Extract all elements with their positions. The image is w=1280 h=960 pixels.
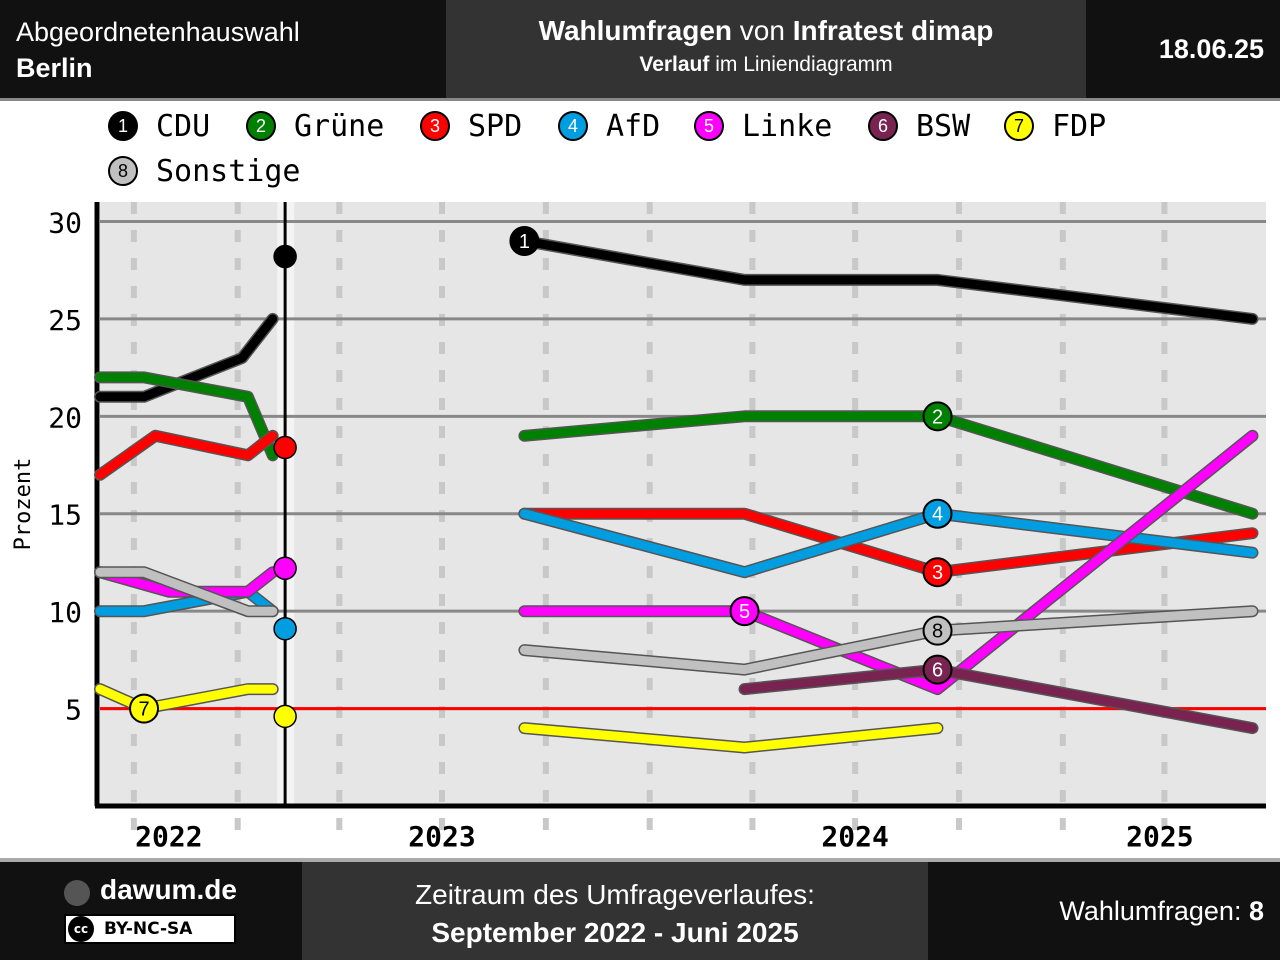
series-marker-label: 1 bbox=[519, 231, 530, 253]
legend-marker: 4 bbox=[558, 111, 588, 141]
election-result-linke bbox=[273, 556, 297, 581]
legend-item-cdu: 1 CDU bbox=[108, 104, 210, 148]
series-marker-label: 3 bbox=[932, 562, 943, 584]
legend-label: BSW bbox=[916, 108, 971, 144]
legend-label: Sonstige bbox=[156, 153, 301, 189]
legend-marker: 7 bbox=[1004, 111, 1034, 141]
legend-item-fdp: 7 FDP bbox=[1004, 104, 1106, 148]
series-marker-cdu bbox=[509, 225, 540, 256]
legend-marker: 8 bbox=[108, 156, 138, 186]
subtitle-part-2: im Liniendiagramm bbox=[709, 53, 893, 76]
y-axis-label: Prozent bbox=[11, 458, 36, 551]
series-marker-fdp bbox=[129, 693, 160, 724]
series-line-fdp bbox=[519, 723, 942, 752]
header-title-block: Wahlumfragen von Infratest dimap Verlauf… bbox=[446, 0, 1086, 98]
legend-label: Grüne bbox=[294, 108, 385, 144]
legend-item-bsw: 6 BSW bbox=[868, 104, 970, 148]
series-marker-sonstige bbox=[922, 615, 953, 646]
y-tick-label: 5 bbox=[65, 694, 82, 727]
election-result-fdp bbox=[273, 704, 297, 729]
y-tick-label: 30 bbox=[48, 206, 82, 239]
legend-label: SPD bbox=[468, 108, 523, 144]
legend-item-sonstige: 8 Sonstige bbox=[108, 149, 301, 193]
count-label: Wahlumfragen: bbox=[1059, 896, 1249, 926]
header-region: Abgeordnetenhauswahl Berlin bbox=[0, 0, 446, 98]
y-tick-label: 25 bbox=[48, 304, 82, 337]
legend-label: FDP bbox=[1052, 108, 1107, 144]
series-line-cdu bbox=[95, 314, 278, 402]
y-tick-label: 20 bbox=[48, 401, 82, 434]
title-part-2: von bbox=[732, 15, 793, 46]
legend-marker: 2 bbox=[246, 111, 276, 141]
series-marker-linke bbox=[729, 596, 760, 627]
series-marker-bsw bbox=[922, 654, 953, 685]
legend-marker: 3 bbox=[420, 111, 450, 141]
election-result-afd bbox=[273, 616, 297, 641]
series-marker-label: 5 bbox=[739, 601, 750, 623]
y-tick-label: 10 bbox=[48, 596, 82, 629]
x-tick-label: 2023 bbox=[408, 820, 475, 853]
series-line-sonstige bbox=[95, 567, 278, 616]
title-part-1: Wahlumfragen bbox=[538, 15, 732, 46]
series-marker-label: 8 bbox=[932, 621, 943, 643]
legend-item-afd: 4 AfD bbox=[558, 104, 660, 148]
legend-label: Linke bbox=[742, 108, 833, 144]
legend-label: AfD bbox=[606, 108, 661, 144]
footer-divider bbox=[0, 858, 1280, 862]
chart-title: Wahlumfragen von Infratest dimap bbox=[446, 14, 1086, 48]
license-text: BY-NC-SA bbox=[104, 919, 193, 939]
series-marker-grüne bbox=[922, 401, 953, 432]
series-marker-label: 6 bbox=[932, 660, 943, 682]
series-line-grüne bbox=[519, 411, 1257, 519]
legend-item-linke: 5 Linke bbox=[694, 104, 832, 148]
election-result-cdu bbox=[273, 244, 297, 269]
election-result-spd bbox=[273, 435, 297, 460]
legend-marker: 5 bbox=[694, 111, 724, 141]
footer-count-block: Wahlumfragen: 8 bbox=[928, 862, 1280, 960]
legend-marker: 1 bbox=[108, 111, 138, 141]
brand-name[interactable]: dawum.de bbox=[100, 874, 237, 905]
cc-icon: cc bbox=[68, 916, 94, 942]
region-name: Berlin bbox=[16, 53, 93, 83]
series-line-afd bbox=[95, 587, 278, 616]
footer-brand-block: dawum.de cc BY-NC-SA bbox=[0, 862, 302, 960]
y-tick-label: 15 bbox=[48, 499, 82, 532]
legend-item-grüne: 2 Grüne bbox=[246, 104, 384, 148]
legend-item-spd: 3 SPD bbox=[420, 104, 522, 148]
period-label: Zeitraum des Umfrageverlaufes: bbox=[415, 879, 815, 910]
series-marker-label: 2 bbox=[932, 406, 943, 428]
brand-logo-icon bbox=[64, 880, 90, 906]
subtitle-part-1: Verlauf bbox=[639, 53, 710, 76]
x-tick-label: 2024 bbox=[821, 820, 888, 853]
series-line-fdp bbox=[95, 684, 278, 714]
plot-background bbox=[100, 202, 1266, 806]
title-part-3: Infratest dimap bbox=[792, 15, 994, 46]
series-marker-label: 7 bbox=[138, 699, 149, 721]
x-tick-label: 2025 bbox=[1126, 820, 1193, 853]
count-value: 8 bbox=[1248, 896, 1264, 926]
series-marker-spd bbox=[922, 557, 953, 588]
chart-subtitle: Verlauf im Liniendiagramm bbox=[446, 48, 1086, 82]
header-divider bbox=[0, 98, 1280, 101]
footer-period-block: Zeitraum des Umfrageverlaufes: September… bbox=[302, 862, 928, 960]
header-date: 18.06.25 bbox=[1086, 0, 1280, 98]
series-line-grüne bbox=[95, 372, 278, 460]
series-line-spd bbox=[95, 431, 278, 480]
series-group bbox=[94, 235, 1259, 754]
license-badge[interactable]: cc BY-NC-SA bbox=[64, 914, 236, 944]
series-marker-afd bbox=[922, 498, 953, 529]
x-tick-label: 2022 bbox=[135, 820, 202, 853]
series-line-sonstige bbox=[519, 606, 1257, 675]
legend-label: CDU bbox=[156, 108, 211, 144]
series-line-afd bbox=[519, 509, 1257, 577]
region-title: Abgeordnetenhauswahl bbox=[16, 17, 300, 47]
series-line-cdu bbox=[519, 236, 1257, 324]
period-value: September 2022 - Juni 2025 bbox=[431, 917, 799, 948]
series-marker-label: 4 bbox=[932, 504, 943, 526]
legend-marker: 6 bbox=[868, 111, 898, 141]
